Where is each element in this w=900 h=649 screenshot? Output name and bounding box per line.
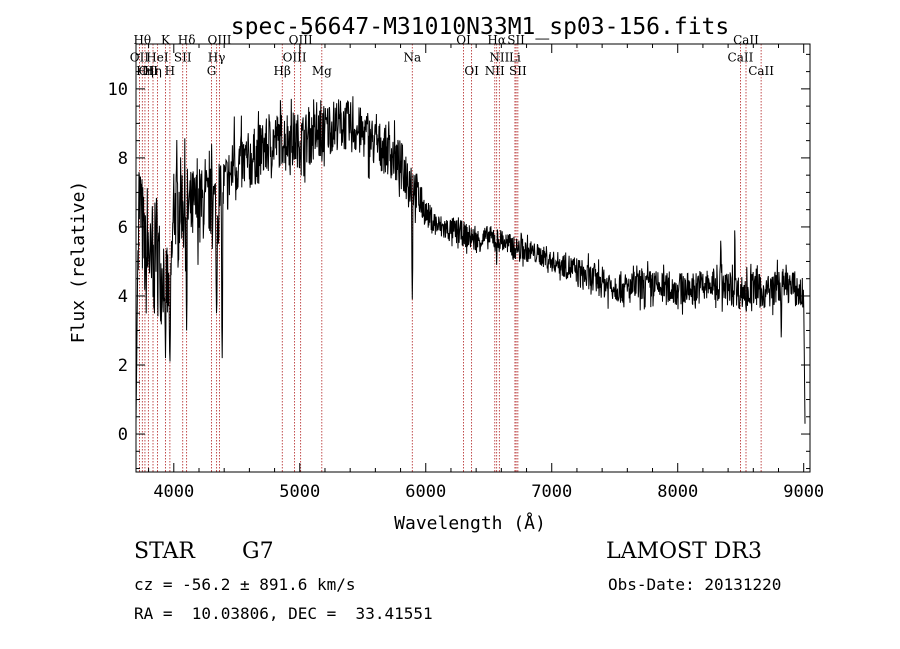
y-axis-ticks: 0 2 4 6 8 10 xyxy=(108,53,810,470)
survey-name: LAMOST DR3 xyxy=(606,539,762,564)
spectral-line-label: OIII xyxy=(289,33,313,47)
x-tick-label: 7000 xyxy=(531,482,572,502)
spectral-line-labels: OIIHθHηOIIHηHeIKHSIIHδGHγOIIIHβOIIIOIIIM… xyxy=(130,33,775,78)
spectral-line-label: HeI xyxy=(146,50,169,64)
x-tick-label: 5000 xyxy=(279,482,320,502)
spectral-line-label: G xyxy=(207,64,217,78)
y-tick-label: 10 xyxy=(108,80,128,100)
observation-date: Obs-Date: 20131220 xyxy=(608,575,782,594)
y-tick-label: 2 xyxy=(118,356,128,376)
spectral-line-label: OI xyxy=(456,33,471,47)
spectral-line-label: OI xyxy=(464,64,479,78)
x-axis-label: Wavelength (Å) xyxy=(394,512,546,534)
y-axis-label: Flux (relative) xyxy=(68,181,89,344)
spectral-line-label: K xyxy=(161,33,171,47)
spectral-line-label: CaII xyxy=(733,33,759,47)
object-subclass: G7 xyxy=(242,539,274,564)
spectral-line-label: NII xyxy=(489,50,509,64)
chart-title: spec-56647-M31010N33M1_sp03-156.fits xyxy=(231,14,730,40)
redshift-velocity: cz = -56.2 ± 891.6 km/s xyxy=(134,575,356,594)
spectral-line-label: Hγ xyxy=(208,50,226,64)
y-tick-label: 0 xyxy=(118,425,128,445)
x-tick-label: 9000 xyxy=(783,482,824,502)
spectral-line-markers xyxy=(139,44,762,472)
spectral-line-label: SII xyxy=(174,50,192,64)
spectral-line-label: Hη xyxy=(144,64,162,78)
spectral-line-label: OIII xyxy=(207,33,231,47)
spectrum-line xyxy=(135,96,806,424)
y-tick-label: 4 xyxy=(118,287,128,307)
x-axis-ticks: 4000 5000 6000 7000 8000 9000 xyxy=(148,44,824,502)
spectral-line-label: H xyxy=(165,64,175,78)
plot-frame xyxy=(135,43,811,473)
y-tick-label: 8 xyxy=(118,149,128,169)
spectral-line-label: CaII xyxy=(728,50,754,64)
spectral-line-label: SII xyxy=(507,33,525,47)
spectral-line-label: Hδ xyxy=(178,33,196,47)
x-tick-label: 6000 xyxy=(405,482,446,502)
spectral-line-label: Hβ xyxy=(274,64,291,78)
x-tick-label: 4000 xyxy=(153,482,194,502)
spectral-line-label: Na xyxy=(403,50,421,64)
x-tick-label: 8000 xyxy=(657,482,698,502)
spectral-line-label: OIII xyxy=(283,50,307,64)
spectral-line-label: Li xyxy=(509,50,521,64)
spectral-line-label: Hη xyxy=(136,64,154,78)
spectral-line-label: Hα xyxy=(487,33,506,47)
spectral-line-label: CaII xyxy=(748,64,774,78)
spectral-line-label: SII xyxy=(509,64,527,78)
sky-coordinates: RA = 10.03806, DEC = 33.41551 xyxy=(134,604,433,623)
spectral-line-label: Mg xyxy=(312,64,332,78)
spectral-line-label: OII xyxy=(139,64,159,78)
y-tick-label: 6 xyxy=(118,218,128,238)
spectral-line-label: NII xyxy=(485,64,505,78)
spectral-line-label: OII xyxy=(130,50,150,64)
object-class: STAR xyxy=(134,539,195,564)
